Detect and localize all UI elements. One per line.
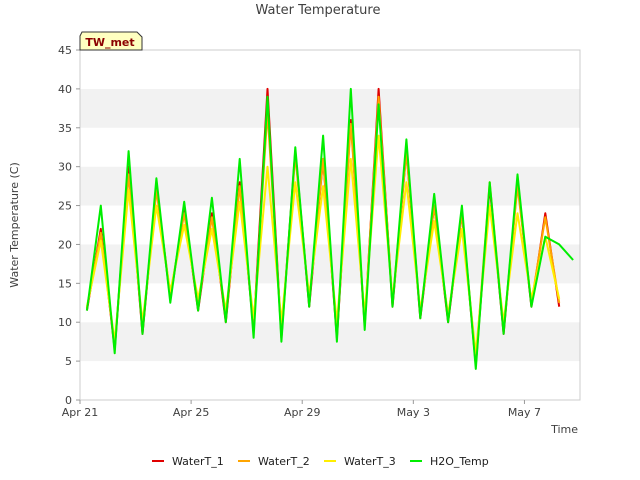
grid-band — [80, 283, 580, 323]
plot-frame — [79, 49, 581, 401]
x-tick-label: Apr 29 — [284, 406, 321, 419]
x-tick-label: Apr 25 — [173, 406, 210, 419]
series-line-h2o-temp — [85, 87, 574, 370]
y-axis-label: Water Temperature (C) — [8, 162, 21, 287]
site-badge: TW_met — [79, 31, 143, 51]
y-tick-label: 35 — [58, 122, 72, 135]
x-tick-label: Apr 21 — [62, 406, 99, 419]
legend: WaterT_1 WaterT_2 WaterT_3 H2O_Temp — [152, 455, 489, 468]
x-tick-label: May 7 — [508, 406, 541, 419]
y-tick-label: 0 — [65, 394, 72, 407]
grid-band — [80, 166, 580, 206]
y-tick-label: 5 — [65, 355, 72, 368]
y-tick-label: 25 — [58, 200, 72, 213]
legend-label: WaterT_1 — [172, 455, 224, 468]
y-tick-label: 40 — [58, 83, 72, 96]
y-tick-label: 10 — [58, 316, 72, 329]
site-badge-label: TW_met — [85, 36, 134, 49]
grid-band — [80, 361, 580, 400]
grid-band — [80, 127, 580, 167]
x-axis-label: Time — [550, 423, 578, 436]
x-tick-label: May 3 — [397, 406, 430, 419]
y-tick-label: 20 — [58, 238, 72, 251]
chart-title: Water Temperature — [256, 3, 381, 18]
y-tick-label: 30 — [58, 161, 72, 174]
y-tick-label: 15 — [58, 277, 72, 290]
series-lines — [85, 87, 574, 370]
x-axis-ticks: Apr 21 Apr 25 Apr 29 May 3 May 7 — [62, 400, 541, 419]
y-tick-label: 45 — [58, 44, 72, 57]
legend-label: WaterT_3 — [344, 455, 396, 468]
site-badge-box — [79, 31, 143, 51]
y-axis-ticks: 0 5 10 15 20 25 30 35 40 45 — [58, 44, 80, 407]
legend-label: H2O_Temp — [430, 455, 489, 468]
grid-band — [80, 322, 580, 362]
legend-label: WaterT_2 — [258, 455, 310, 468]
grid-band — [80, 50, 580, 89]
grid-band — [80, 88, 580, 128]
